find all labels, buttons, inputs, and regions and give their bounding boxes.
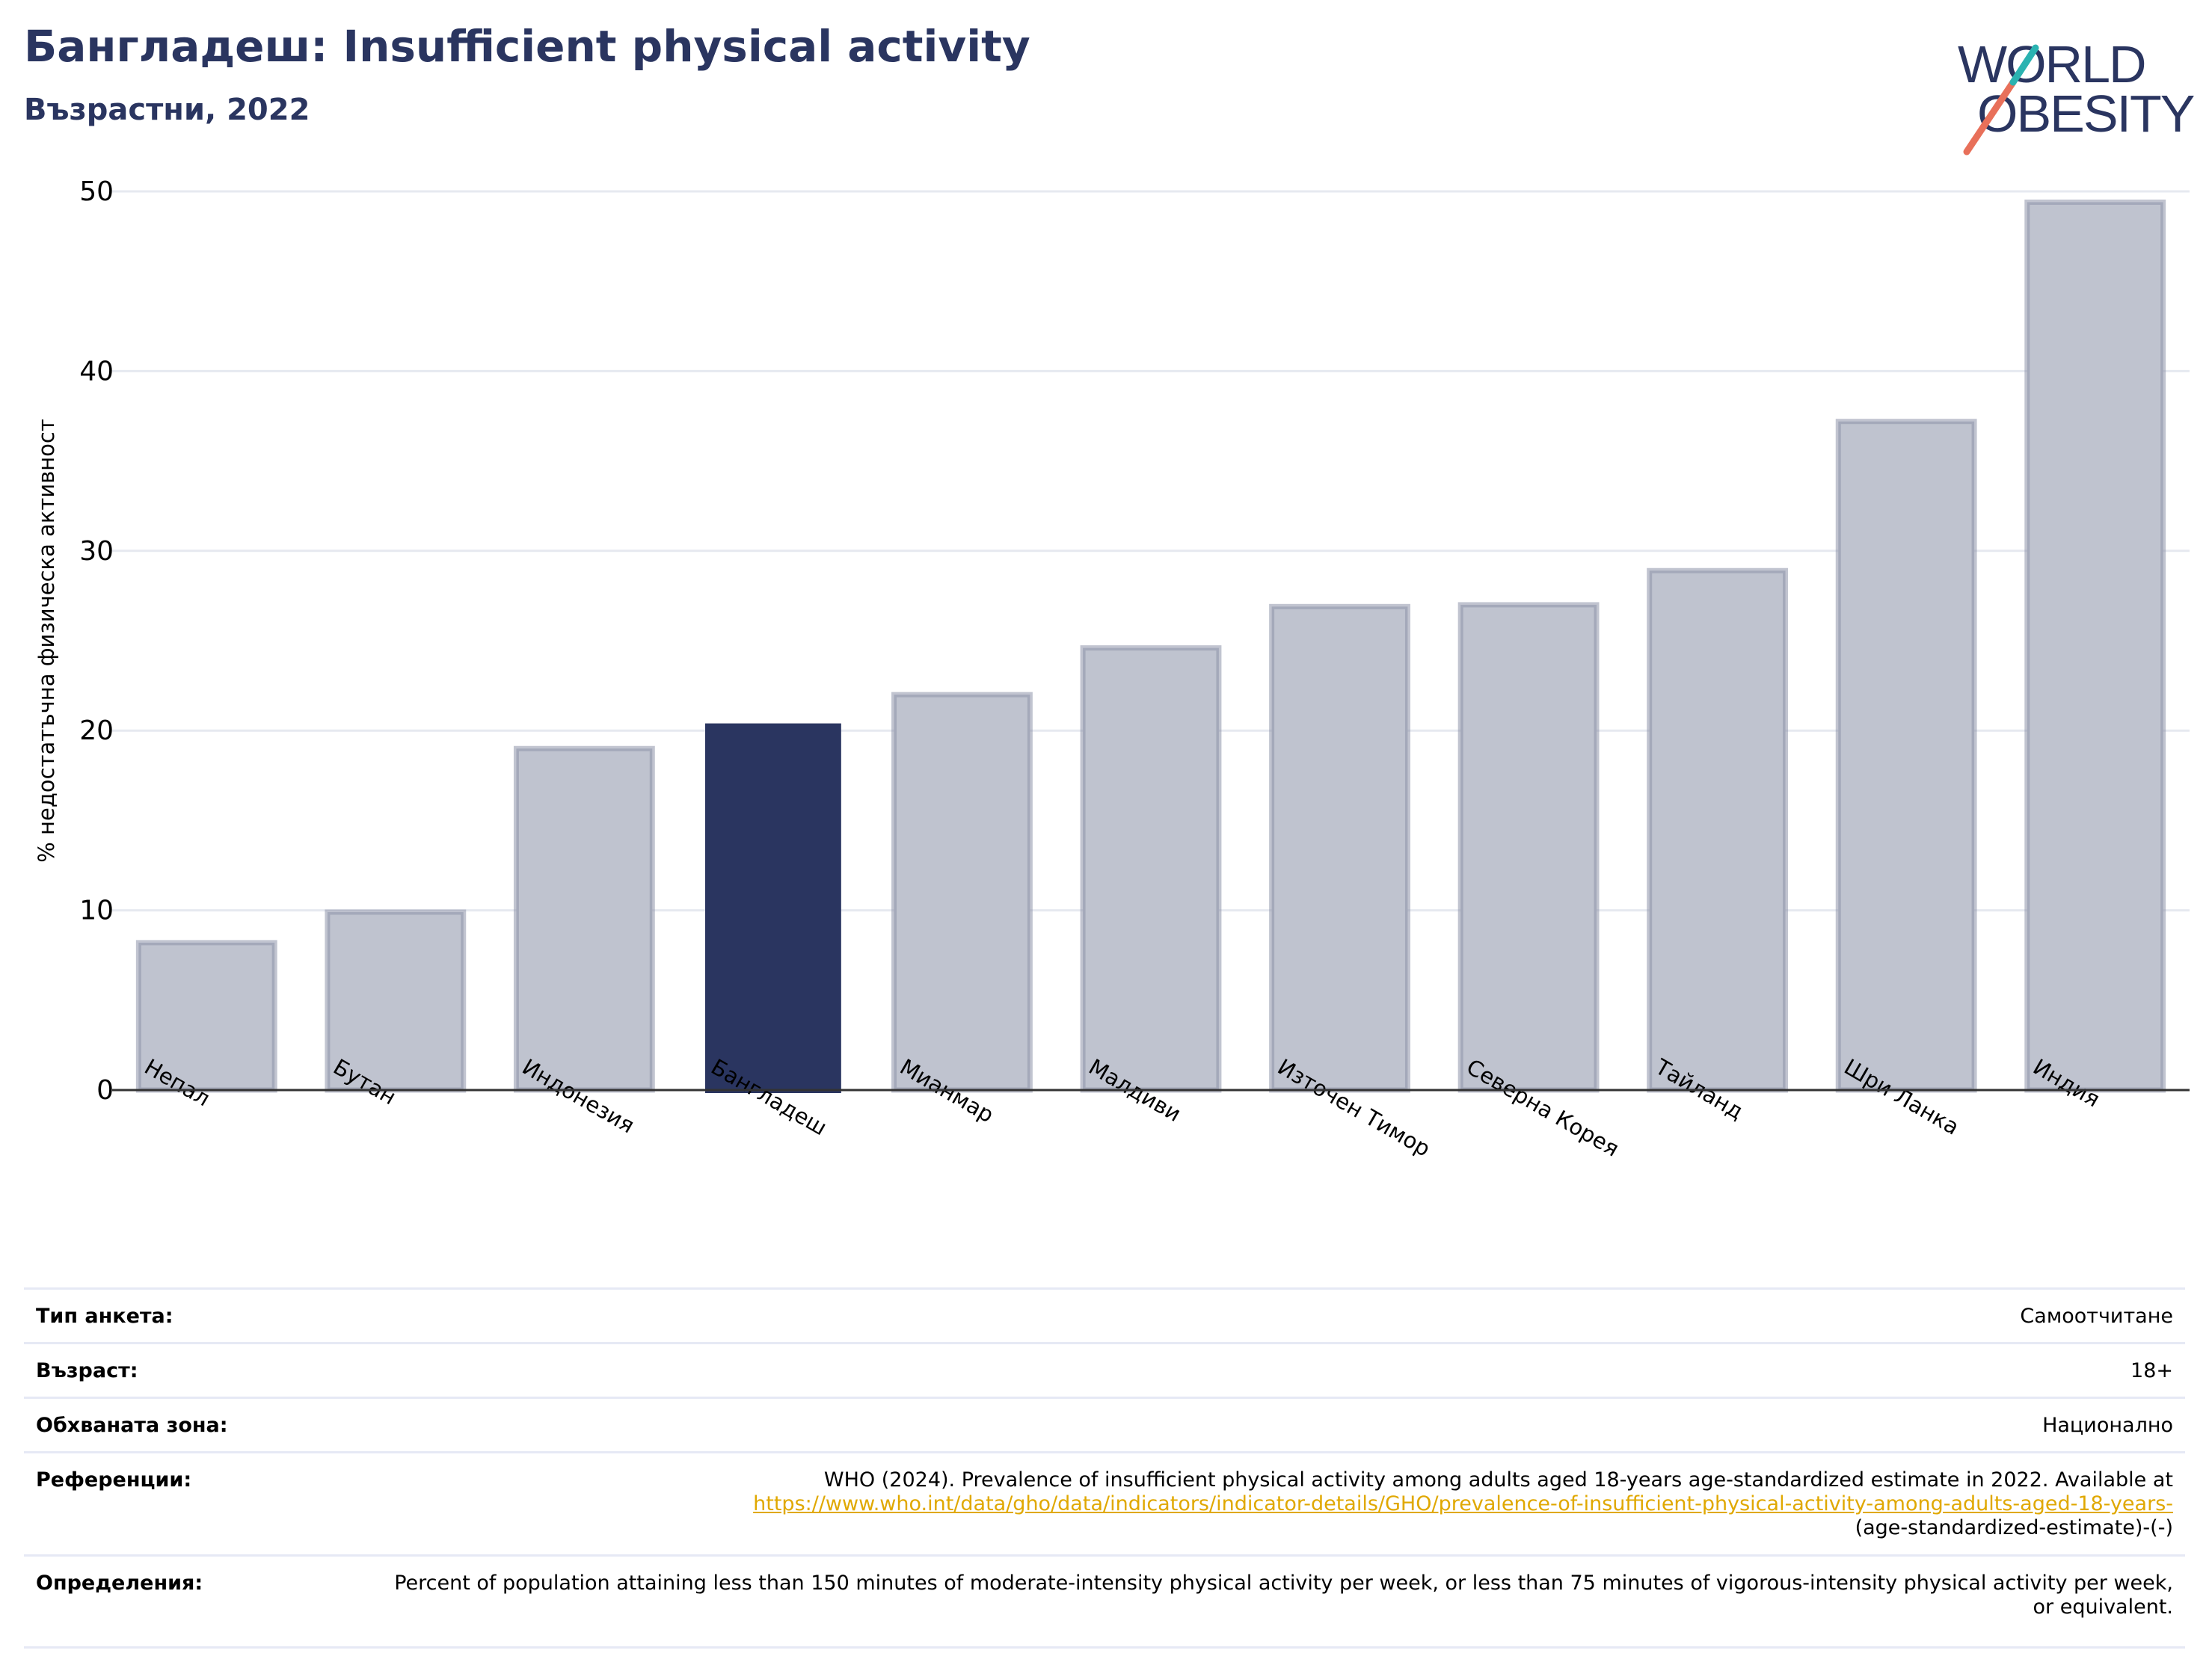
y-tick-label: 40: [79, 356, 114, 387]
meta-value: Национално: [362, 1397, 2185, 1453]
logo-slash-teal: [2009, 44, 2039, 86]
y-tick-label: 10: [79, 896, 114, 926]
y-tick-label: 20: [79, 715, 114, 746]
meta-key: Определения:: [24, 1554, 362, 1649]
bar: [704, 723, 841, 1093]
y-tick-label: 50: [79, 176, 114, 207]
logo-word-obesity: OBESITY: [1977, 84, 2195, 143]
reference-tail: (age-standardized-estimate)-(-): [1855, 1516, 2173, 1539]
logo-slash-coral: [1963, 79, 2017, 156]
page-title: Бангладеш: Insufficient physical activit…: [24, 21, 1030, 72]
meta-key: Възраст:: [24, 1342, 362, 1399]
bar: [1647, 567, 1789, 1093]
bar: [1080, 645, 1222, 1093]
meta-value: WHO (2024). Prevalence of insufficient p…: [362, 1451, 2185, 1557]
page-subtitle: Възрастни, 2022: [24, 93, 310, 127]
reference-text: WHO (2024). Prevalence of insufficient p…: [823, 1468, 2173, 1492]
meta-row-coverage: Обхваната зона: Национално: [24, 1397, 2185, 1453]
y-tick-label: 30: [79, 536, 114, 567]
bar: [1457, 602, 1600, 1093]
reference-link[interactable]: https://www.who.int/data/gho/data/indica…: [753, 1492, 2173, 1515]
bar: [1835, 419, 1977, 1093]
meta-key: Тип анкета:: [24, 1287, 362, 1344]
meta-row-definitions: Определения: Percent of population attai…: [24, 1554, 2185, 1649]
bar: [891, 692, 1033, 1093]
meta-key: Референции:: [24, 1451, 362, 1557]
meta-value: Percent of population attaining less tha…: [362, 1554, 2185, 1649]
bar: [2024, 199, 2166, 1093]
meta-row-age: Възраст: 18+: [24, 1342, 2185, 1399]
world-obesity-logo: WORLD OBESITY: [1958, 35, 2196, 156]
meta-row-references: Референции: WHO (2024). Prevalence of in…: [24, 1451, 2185, 1557]
metadata-table: Тип анкета: Самоотчитане Възраст: 18+ Об…: [24, 1287, 2185, 1649]
meta-key: Обхваната зона:: [24, 1397, 362, 1453]
logo-word-world: WORLD: [1958, 35, 2145, 93]
meta-value: 18+: [362, 1342, 2185, 1399]
bar: [513, 745, 655, 1093]
bar-chart: 0 10 20 30 40 50 % недостатъчна физическа акти…: [34, 176, 2190, 1162]
bar: [1269, 603, 1410, 1093]
y-tick-label: 0: [96, 1075, 114, 1106]
y-axis-label: % недостатъчна физическа активност: [34, 419, 59, 863]
meta-value: Самоотчитане: [362, 1287, 2185, 1344]
meta-row-survey-type: Тип анкета: Самоотчитане: [24, 1287, 2185, 1344]
